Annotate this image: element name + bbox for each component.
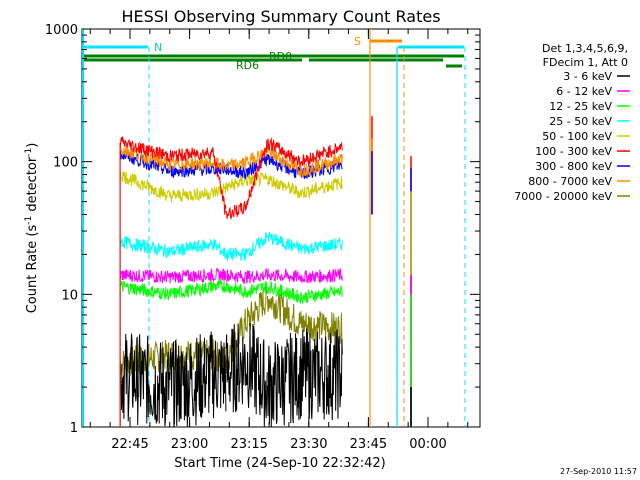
legend-header-line: FDecim 1, Att 0 [543, 56, 628, 69]
series-line [267, 175, 343, 199]
series-line [267, 281, 343, 304]
series-line [225, 281, 268, 299]
series-line [119, 145, 227, 171]
legend-entry-label: 12 - 25 keV [549, 100, 612, 113]
y-label-main: Count Rate (s [25, 225, 40, 314]
series-line [119, 331, 227, 428]
y-tick-label: 10 [61, 288, 78, 303]
y-tick-label: 1000 [45, 23, 78, 38]
x-axis: 22:45 23:00 23:15 23:30 23:45 00:00 [89, 29, 469, 452]
series-line [225, 232, 268, 262]
y-tick-label: 1 [70, 421, 78, 436]
y-axis: 1 10 100 1000 [45, 23, 480, 436]
series-group [119, 116, 412, 428]
y-label-mid: detector [25, 156, 40, 216]
series-line [267, 291, 343, 346]
footer-timestamp: 27-Sep-2010 11:57 [560, 467, 637, 476]
rd0-flag-label: RD0 [269, 50, 292, 63]
legend-entry-label: 50 - 100 keV [542, 130, 612, 143]
legend-header-line: Det 1,3,4,5,6,9, [542, 42, 628, 55]
y-label-sup1: -1 [24, 216, 34, 225]
series-line [225, 172, 268, 192]
y-tick-label: 100 [53, 156, 78, 171]
x-tick-label: 22:45 [111, 437, 148, 452]
series-line [119, 135, 227, 215]
x-tick-label: 23:45 [350, 437, 387, 452]
series-line [267, 267, 343, 284]
legend-entry-label: 100 - 300 keV [535, 145, 612, 158]
series-line [225, 268, 268, 284]
y-label-end: ) [25, 143, 40, 148]
x-tick-label: 23:00 [171, 437, 208, 452]
legend-entry-label: 7000 - 20000 keV [514, 190, 612, 203]
series-line [119, 148, 227, 179]
x-tick-label: 00:00 [409, 437, 446, 452]
legend-entry-label: 300 - 800 keV [535, 160, 612, 173]
series-line [225, 139, 268, 220]
series-line [119, 169, 227, 203]
y-label-sup2: -1 [24, 148, 34, 157]
y-axis-label: Count Rate (s-1 detector-1) [24, 143, 40, 314]
series-line [267, 137, 343, 168]
flag-bars [82, 39, 464, 68]
series-line [225, 154, 268, 180]
series-line [267, 328, 343, 428]
legend-entry-label: 6 - 12 keV [556, 85, 612, 98]
legend-entry-label: 25 - 50 keV [549, 115, 612, 128]
series-line [225, 145, 268, 171]
n-flag-label: N [154, 41, 162, 54]
chart-title: HESSI Observing Summary Count Rates [121, 7, 440, 26]
legend-entry-label: 800 - 7000 keV [528, 175, 612, 188]
series-line [119, 236, 227, 260]
legend-entry-label: 3 - 6 keV [563, 70, 612, 83]
legend: Det 1,3,4,5,6,9,FDecim 1, Att 03 - 6 keV… [514, 42, 630, 203]
x-tick-label: 23:15 [230, 437, 267, 452]
x-axis-label: Start Time (24-Sep-10 22:32:42) [174, 456, 385, 471]
series-line [225, 322, 268, 428]
x-tick-label: 23:30 [290, 437, 327, 452]
series-line [119, 267, 227, 284]
rd6-flag-label: RD6 [236, 59, 259, 72]
s-flag-label: S [354, 35, 361, 48]
series-line [267, 232, 343, 255]
series-line [267, 144, 343, 179]
series-line [119, 278, 227, 301]
